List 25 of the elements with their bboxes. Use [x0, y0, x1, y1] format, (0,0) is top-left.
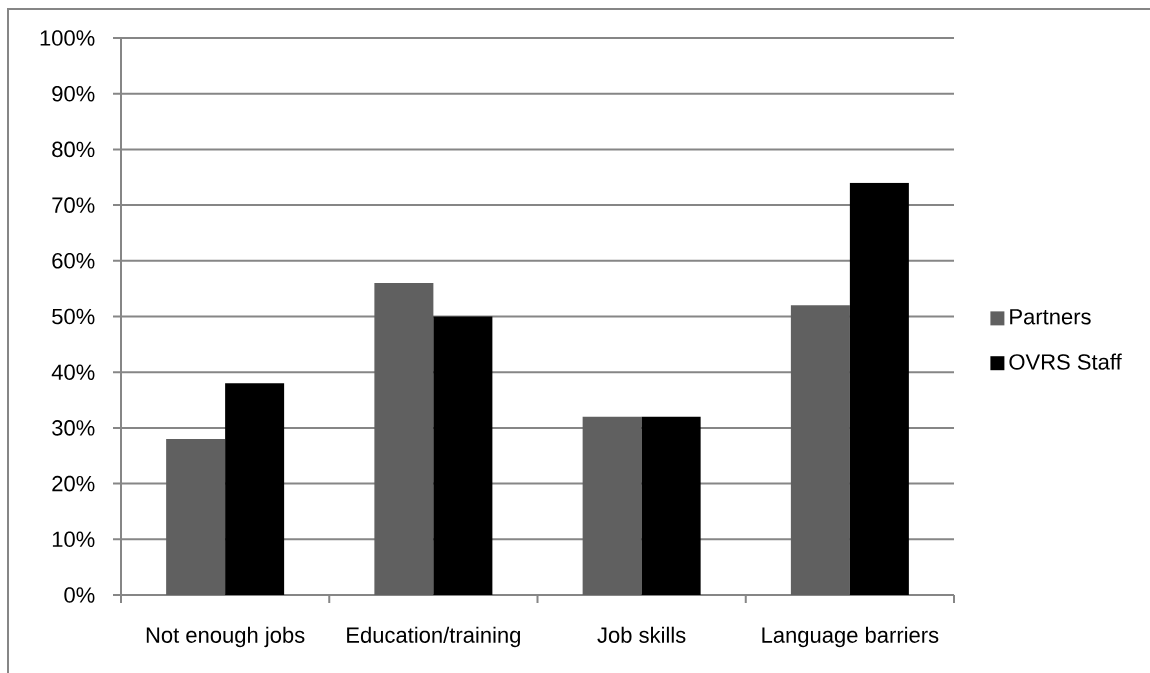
- y-tick-label: 50%: [52, 308, 95, 325]
- legend-label: Partners: [1010, 309, 1091, 325]
- y-tick-label: 70%: [52, 197, 95, 213]
- y-tick-label: 100%: [40, 30, 95, 46]
- y-tick-label: 10%: [52, 531, 95, 548]
- y-tick-label: 20%: [52, 475, 95, 492]
- y-tick-label: 30%: [52, 420, 95, 436]
- bar: [166, 439, 226, 595]
- y-tick-label: 0%: [64, 587, 95, 603]
- x-tick-label: Job skills: [597, 626, 686, 643]
- bar: [433, 316, 493, 595]
- bar: [374, 283, 434, 595]
- x-tick-label: Education/training: [347, 626, 520, 648]
- y-tick-label: 40%: [51, 364, 95, 380]
- bar: [790, 305, 850, 595]
- bar: [582, 416, 642, 595]
- y-tick-label: 80%: [52, 141, 95, 158]
- legend-label: OVRS Staff: [1009, 353, 1122, 370]
- y-tick-label: 90%: [52, 85, 95, 102]
- x-tick-label: Language barriers: [762, 626, 939, 648]
- bar: [849, 182, 909, 595]
- bar: [225, 383, 285, 595]
- y-tick-label: 60%: [52, 253, 95, 269]
- bar: [641, 416, 701, 595]
- x-tick-label: Not enough jobs: [146, 626, 305, 648]
